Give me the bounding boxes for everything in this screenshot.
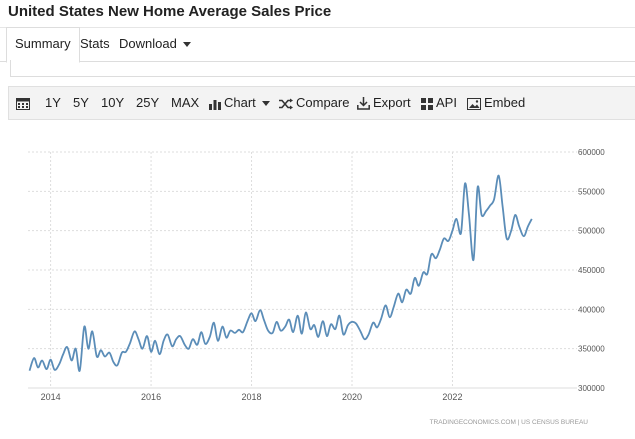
range-1y-button[interactable]: 1Y [45, 95, 61, 110]
chart-type-label: Chart [224, 95, 256, 110]
chart-toolbar: 1Y 5Y 10Y 25Y MAX Chart Compare Export A… [8, 86, 635, 120]
range-max-button[interactable]: MAX [171, 95, 200, 110]
chevron-down-icon [261, 101, 270, 107]
calendar-icon[interactable] [16, 87, 33, 119]
api-label: API [436, 95, 457, 110]
compare-label: Compare [296, 95, 350, 110]
download-icon [357, 97, 370, 110]
x-tick-label: 2014 [41, 392, 61, 402]
shuffle-icon [279, 98, 293, 110]
y-tick-label: 600000 [578, 148, 605, 157]
range-10y-button[interactable]: 10Y [101, 95, 125, 110]
tab-stats[interactable]: Stats [80, 36, 110, 51]
compare-button[interactable]: Compare [279, 87, 349, 119]
y-tick-label: 400000 [578, 305, 605, 314]
x-tick-label: 2016 [141, 392, 161, 402]
range-25y-button[interactable]: 25Y [136, 95, 160, 110]
export-button[interactable]: Export [357, 87, 411, 119]
line-chart: 300000 350000 400000 450000 500000 550000 6000… [28, 148, 605, 426]
y-tick-label: 350000 [578, 345, 605, 354]
grid-lines [28, 151, 577, 389]
embed-button[interactable]: Embed [467, 87, 525, 119]
price-line [28, 174, 533, 372]
image-icon [467, 97, 481, 110]
api-button[interactable]: API [421, 87, 457, 119]
tab-summary[interactable]: Summary [6, 27, 80, 63]
x-tick-label: 2022 [442, 392, 462, 402]
embed-label: Embed [484, 95, 526, 110]
range-5y-button[interactable]: 5Y [73, 95, 89, 110]
x-tick-label: 2020 [342, 392, 362, 402]
tab-download-label: Download [119, 36, 177, 51]
grid-icon [421, 97, 433, 110]
page-title: United States New Home Average Sales Pri… [8, 3, 332, 20]
tab-bar: Summary Stats Download [0, 27, 635, 63]
bar-chart-icon [209, 99, 221, 110]
y-tick-label: 550000 [578, 187, 605, 196]
source-note: TRADINGECONOMICS.COM | US CENSUS BUREAU [430, 419, 589, 426]
y-tick-label: 300000 [578, 384, 605, 393]
y-axis-ticks: 300000 350000 400000 450000 500000 550000 6000… [578, 148, 605, 393]
y-tick-label: 450000 [578, 266, 605, 275]
x-axis-ticks: 2014 2016 2018 2020 2022 [41, 392, 463, 402]
tab-download[interactable]: Download [119, 28, 191, 60]
chevron-down-icon [182, 42, 191, 48]
chart-type-button[interactable]: Chart [209, 87, 270, 119]
export-label: Export [373, 95, 411, 110]
x-tick-label: 2018 [242, 392, 262, 402]
y-tick-label: 500000 [578, 227, 605, 236]
tab-content-panel [10, 60, 635, 77]
